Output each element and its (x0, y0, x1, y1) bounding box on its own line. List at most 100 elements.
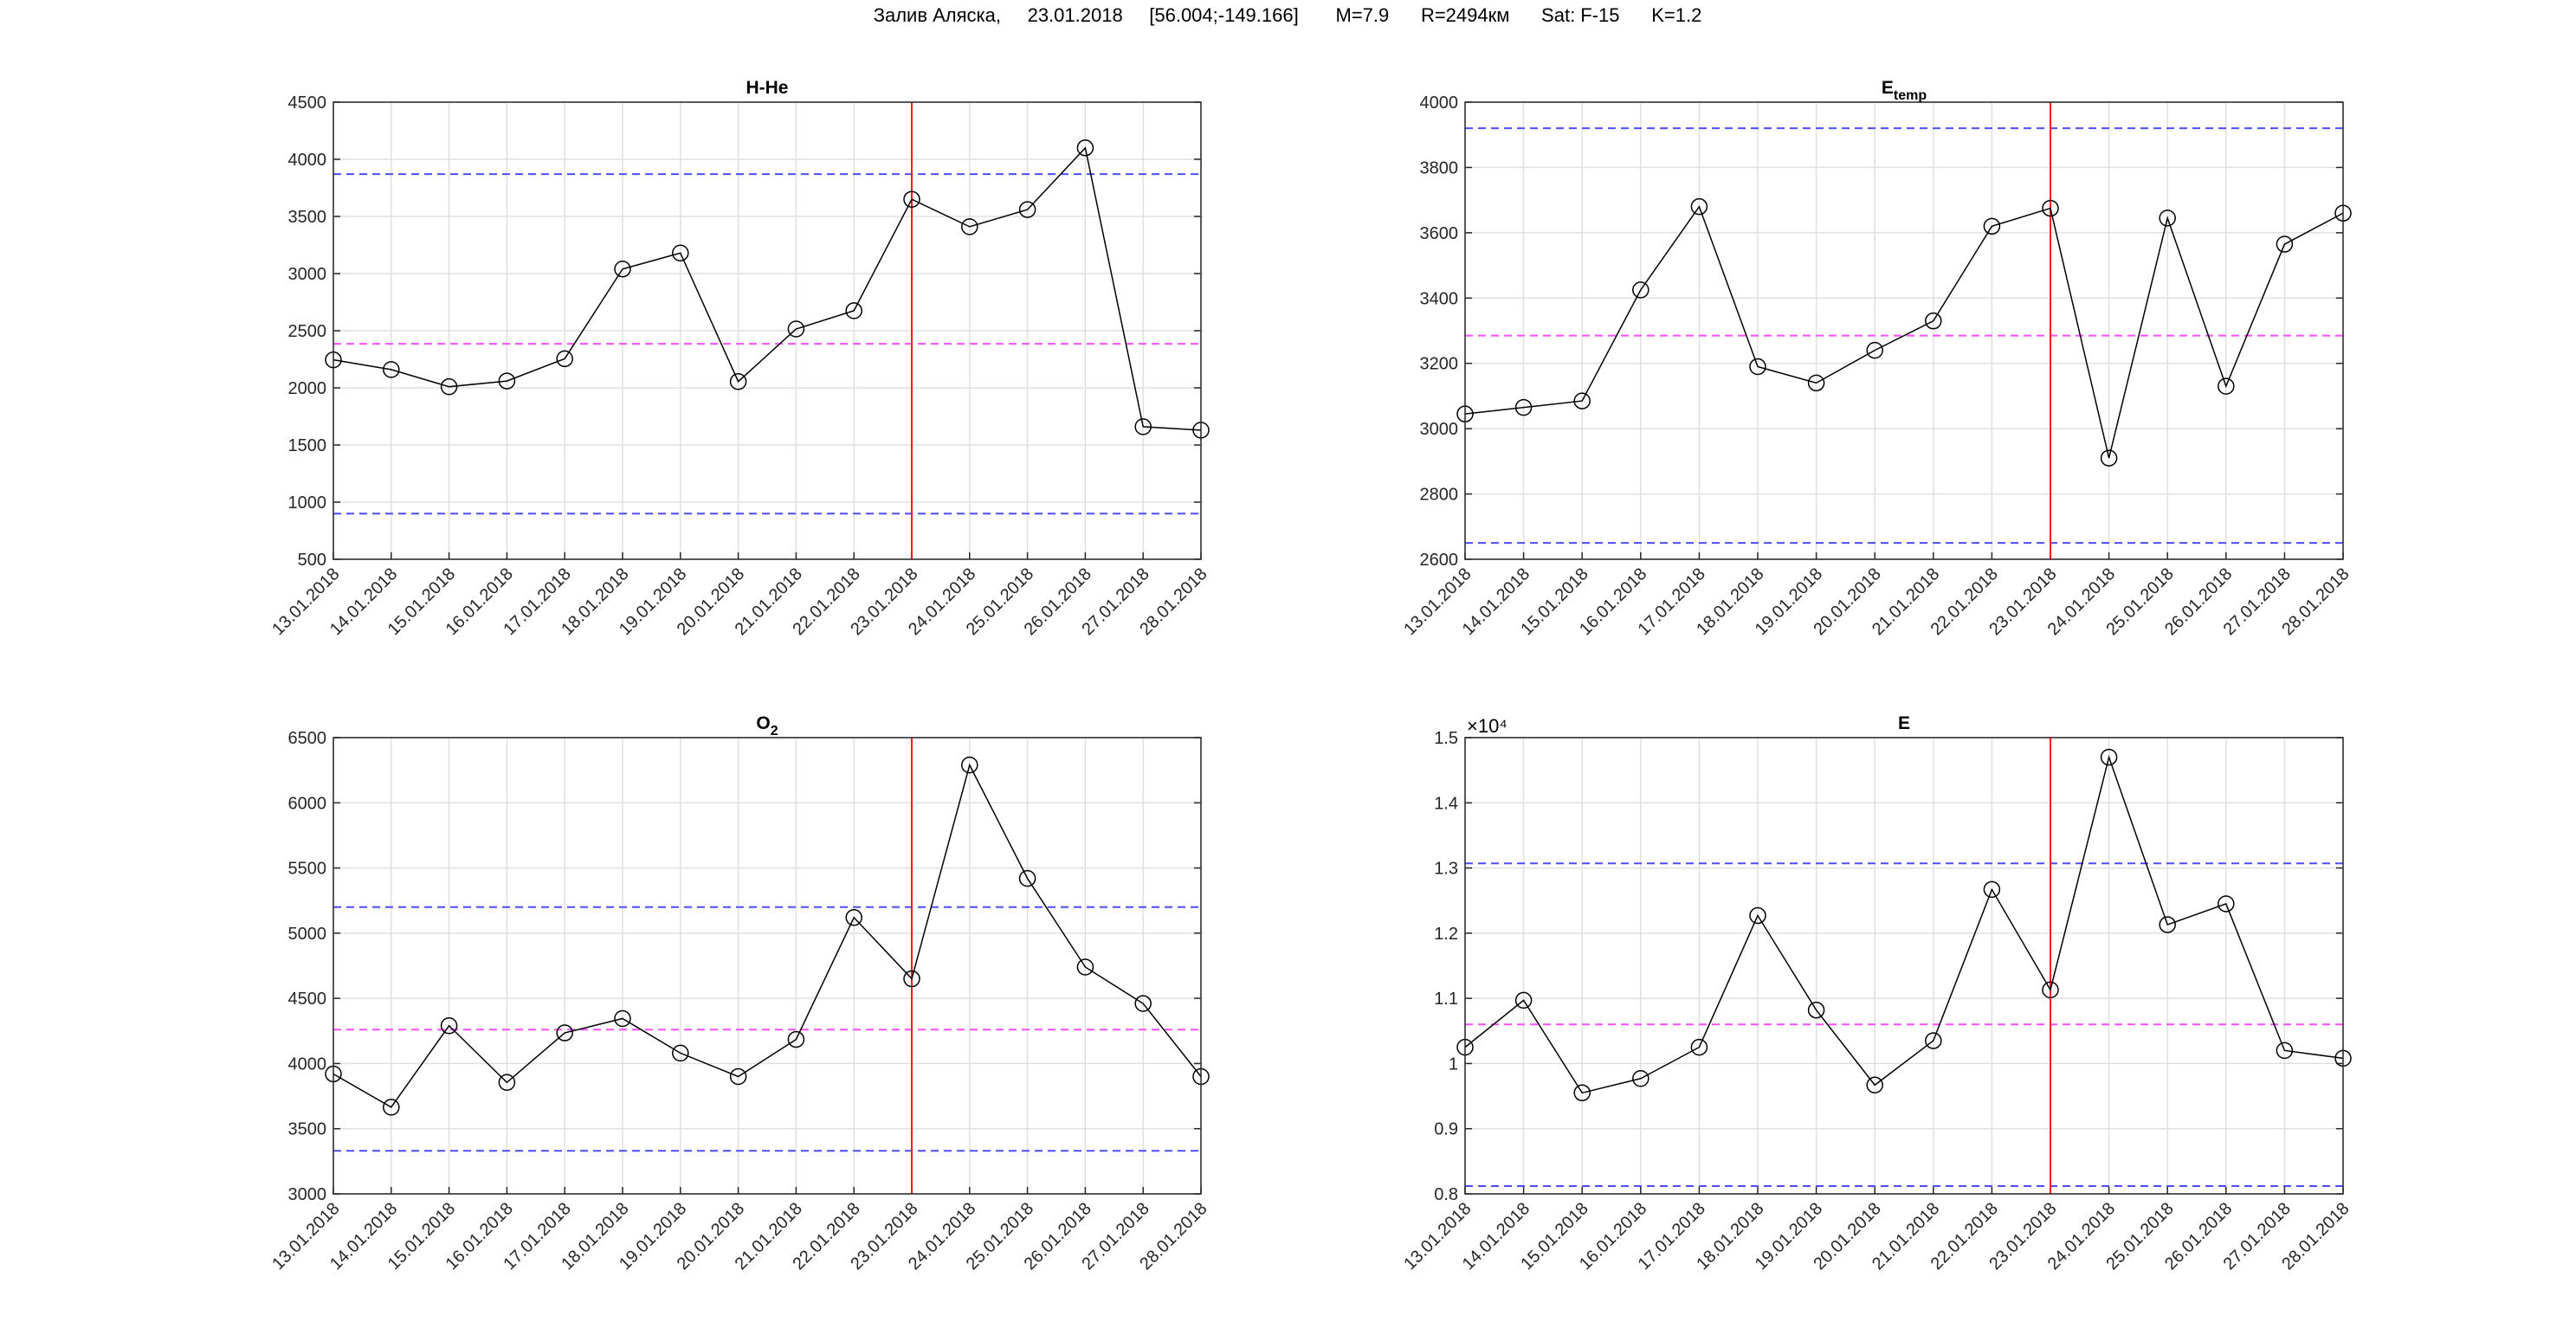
data-point (383, 361, 400, 378)
subplot-3: 0.80.911.11.21.31.41.513.01.201814.01.20… (1400, 713, 2353, 1274)
data-point (1076, 139, 1094, 157)
subplot-title: H-He (746, 78, 788, 98)
y-tick-label: 3800 (1420, 158, 1459, 177)
subplot-title: E (1898, 713, 1910, 733)
data-point (961, 218, 978, 235)
y-tick-label: 3000 (288, 265, 327, 284)
y-tick-label: 2000 (288, 379, 327, 398)
data-point (2159, 210, 2176, 227)
series-line (1464, 205, 2344, 459)
y-tick-label: 3500 (288, 208, 327, 227)
y-tick-label: 3000 (1420, 420, 1459, 439)
y-tick-label: 1.3 (1434, 860, 1458, 879)
y-tick-label: 4500 (288, 990, 327, 1009)
figure-title: Залив Аляска, 23.01.2018 [56.004;-149.16… (874, 4, 1702, 26)
data-point (1573, 1084, 1591, 1102)
data-point (1749, 906, 1766, 925)
data-point (1018, 869, 1036, 887)
y-tick-label: 1.2 (1434, 925, 1458, 944)
y-tick-label: 5000 (288, 925, 327, 944)
data-point (2276, 235, 2294, 253)
data-point (1514, 991, 1533, 1009)
data-point (2276, 1042, 2294, 1060)
data-point (845, 909, 862, 926)
data-point (1866, 1076, 1883, 1094)
data-point (1632, 281, 1650, 299)
data-point (845, 302, 862, 319)
data-point (729, 1067, 747, 1086)
data-point (1807, 1001, 1825, 1019)
y-tick-label: 5500 (288, 860, 327, 879)
plot-area (1465, 738, 2343, 1194)
subplot-title-main: E (1882, 78, 1894, 98)
y-tick-label: 2800 (1420, 486, 1459, 505)
data-point (2100, 449, 2118, 467)
data-point (440, 377, 458, 396)
data-point (383, 1099, 400, 1116)
data-point (1632, 1069, 1650, 1087)
data-point (1749, 358, 1766, 376)
data-point (1573, 392, 1591, 410)
subplot-title-main: H-He (746, 78, 788, 98)
data-point (961, 756, 978, 774)
subplot-title-subscript: 2 (771, 724, 778, 738)
y-tick-label: 1.4 (1434, 794, 1458, 813)
data-point (672, 1044, 689, 1062)
data-point (1983, 217, 2001, 235)
data-point (440, 1017, 458, 1035)
subplot-title: O2 (756, 713, 778, 738)
y-tick-label: 3000 (288, 1185, 327, 1204)
subplot-title-main: E (1898, 713, 1910, 733)
y-tick-label: 1500 (288, 436, 327, 455)
y-tick-label: 1 (1449, 1054, 1458, 1074)
data-point (2042, 199, 2059, 217)
data-point (1925, 1032, 1942, 1049)
data-point (1807, 374, 1825, 392)
plot-area (333, 738, 1201, 1194)
axes-box (332, 101, 1202, 560)
data-point (787, 320, 805, 338)
subplot-title: Etemp (1882, 78, 1927, 103)
y-tick-label: 2600 (1420, 551, 1459, 570)
y-tick-label: 0.8 (1434, 1185, 1458, 1204)
data-point (2100, 748, 2118, 766)
y-exponent-label: ×10⁴ (1467, 715, 1508, 737)
y-tick-label: 6500 (288, 729, 327, 748)
subplot-1: 2600280030003200340036003800400013.01.20… (1400, 78, 2353, 639)
y-tick-label: 6000 (288, 794, 327, 813)
y-tick-label: 4000 (1420, 94, 1459, 113)
y-tick-label: 3500 (288, 1120, 327, 1139)
data-point (1018, 201, 1036, 218)
data-point (1866, 341, 1883, 359)
data-point (729, 372, 747, 390)
y-tick-label: 4000 (288, 151, 327, 170)
data-point (1134, 995, 1152, 1012)
data-point (672, 244, 689, 261)
data-point (498, 372, 516, 390)
y-tick-label: 2500 (288, 322, 327, 341)
data-point (2042, 981, 2059, 999)
data-point (614, 1009, 631, 1028)
data-point (1983, 880, 2001, 899)
y-tick-label: 3600 (1420, 224, 1459, 243)
y-tick-label: 1.1 (1434, 990, 1458, 1009)
data-point (614, 260, 631, 278)
data-point (787, 1030, 805, 1048)
data-point (1690, 1038, 1708, 1056)
axes-box (332, 737, 1202, 1195)
data-point (556, 1024, 573, 1042)
axes-box (1464, 101, 2344, 560)
y-tick-label: 4000 (288, 1054, 327, 1074)
data-point (903, 190, 920, 208)
subplot-title-subscript: temp (1894, 88, 1927, 103)
data-point (2159, 916, 2176, 933)
data-point (1134, 418, 1152, 435)
y-tick-label: 0.9 (1434, 1120, 1458, 1139)
y-tick-label: 3200 (1420, 355, 1459, 374)
data-point (1925, 312, 1942, 330)
subplot-title-main: O (756, 713, 770, 733)
y-tick-label: 4500 (288, 94, 327, 113)
y-tick-label: 1000 (288, 493, 327, 513)
subplot-0: 5001000150020002500300035004000450013.01… (268, 78, 1211, 639)
series-line (332, 146, 1202, 431)
